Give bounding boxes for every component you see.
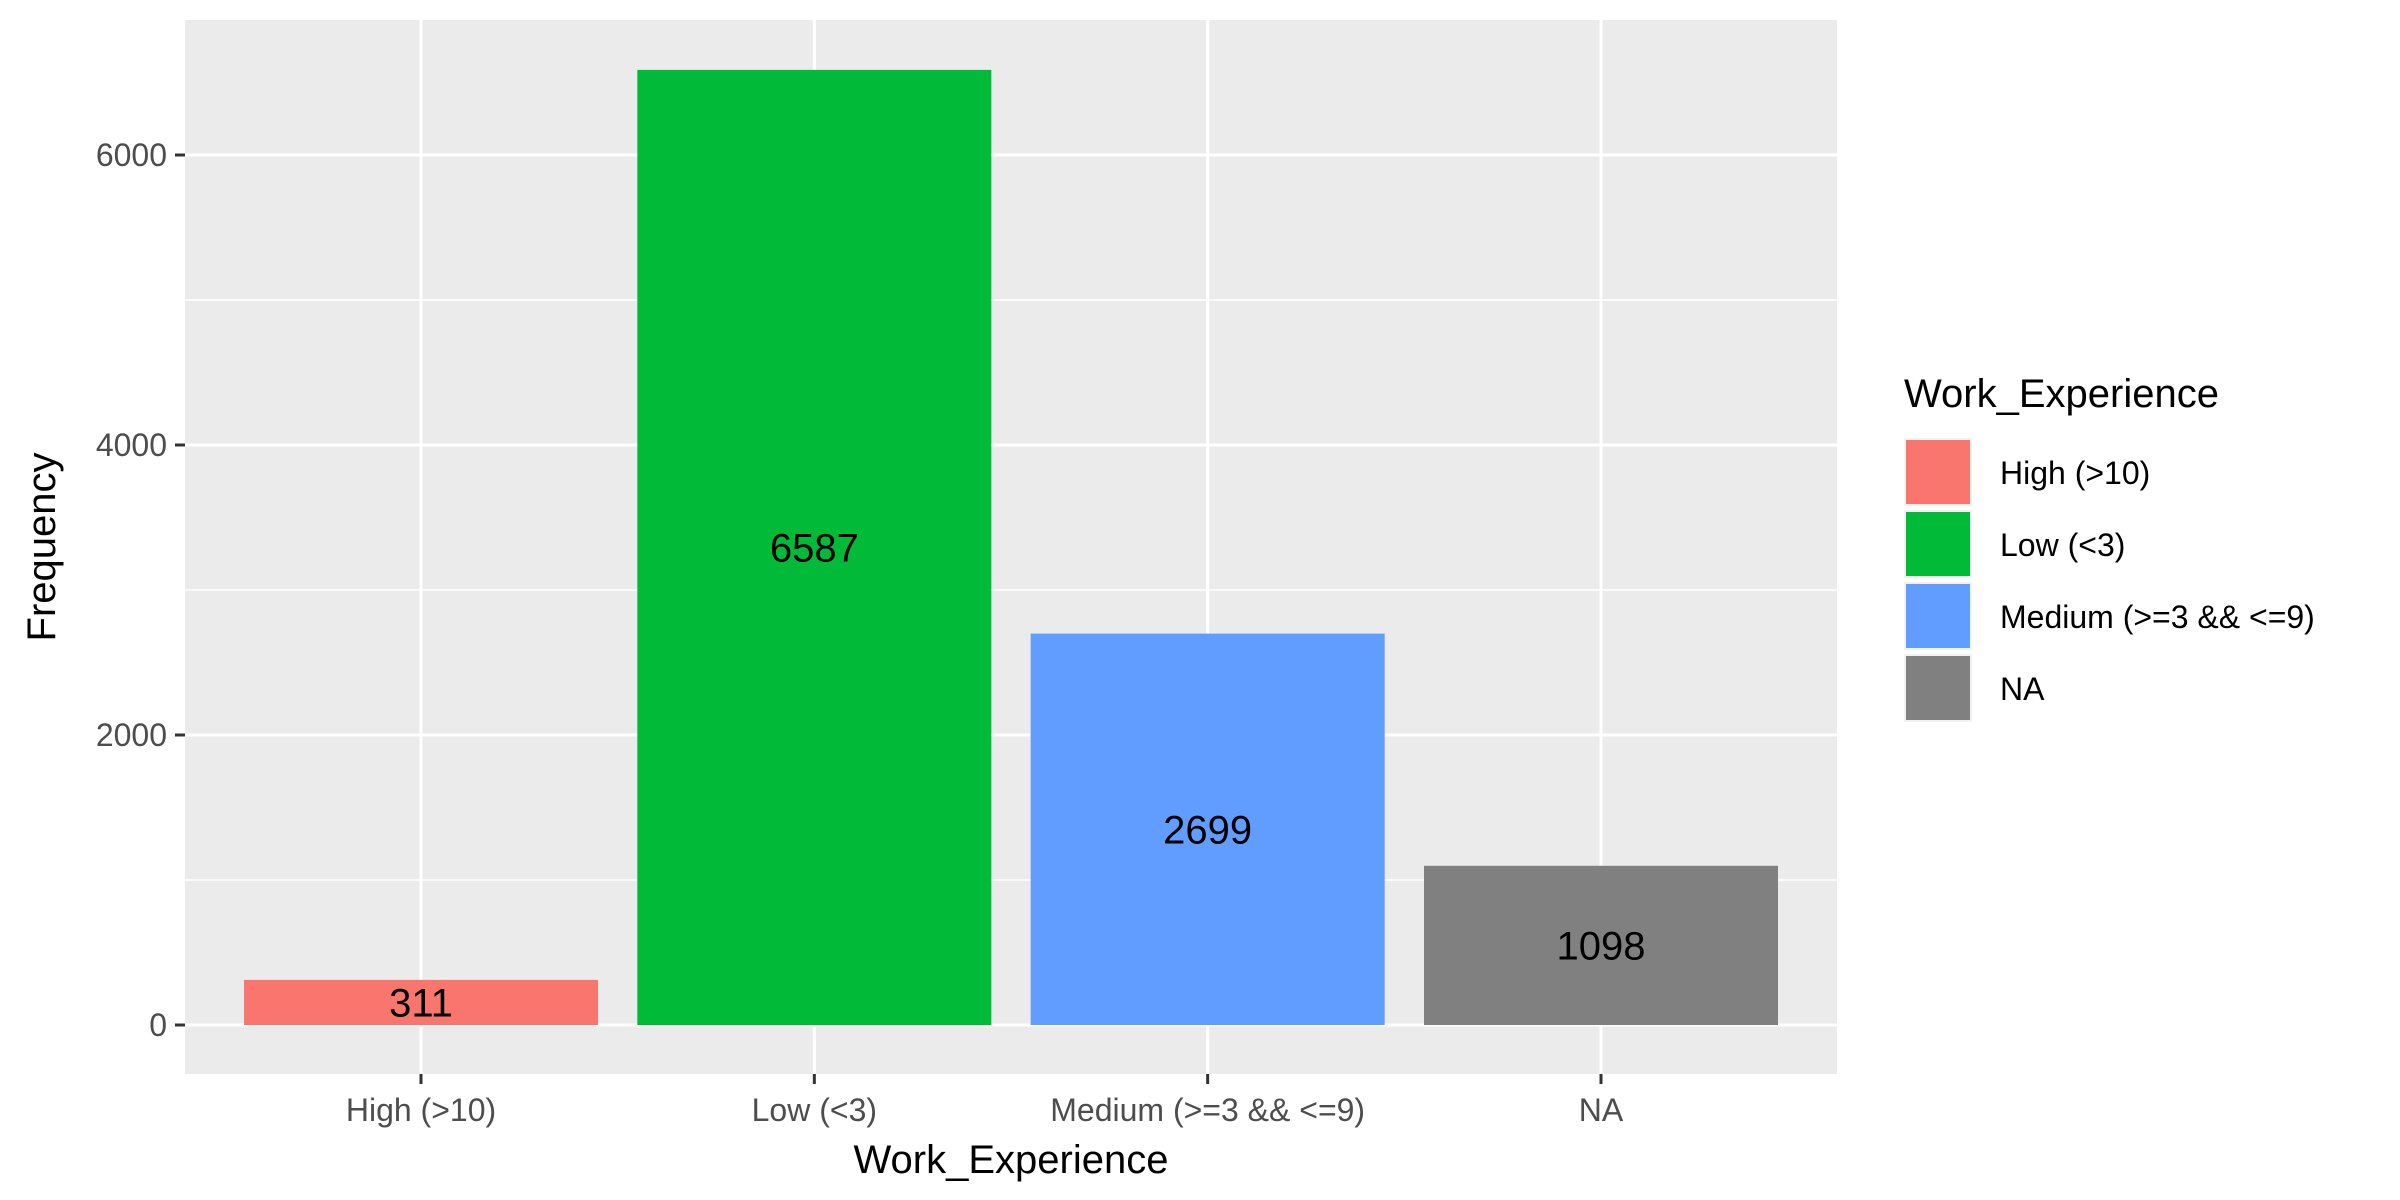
- x-tick-label: Medium (>=3 && <=9): [1050, 1092, 1365, 1128]
- y-axis: 0 2000 4000 6000: [96, 137, 185, 1043]
- legend-swatch: [1906, 512, 1970, 576]
- bars: [244, 69, 1778, 1025]
- legend-label: Medium (>=3 && <=9): [2000, 599, 2315, 635]
- bar: [1424, 865, 1778, 1025]
- legend-title: Work_Experience: [1904, 372, 2219, 416]
- y-tick-label: 2000: [96, 717, 167, 753]
- bar-value-label: 2699: [1163, 808, 1252, 852]
- legend-label: Low (<3): [2000, 527, 2125, 563]
- x-axis: High (>10) Low (<3) Medium (>=3 && <=9) NA: [346, 1074, 1624, 1128]
- legend: Work_Experience High (>10) Low (<3) Medium…: [1904, 372, 2315, 722]
- legend-swatch: [1906, 584, 1970, 648]
- x-tick-label: NA: [1579, 1092, 1624, 1128]
- legend-label: High (>10): [2000, 455, 2150, 491]
- x-tick-label: High (>10): [346, 1092, 496, 1128]
- y-tick-label: 6000: [96, 137, 167, 173]
- x-axis-title: Work_Experience: [854, 1138, 1169, 1182]
- legend-label: NA: [2000, 671, 2045, 707]
- bar: [244, 979, 598, 1025]
- y-axis-title: Frequency: [20, 453, 64, 642]
- bar-value-label: 311: [389, 981, 453, 1025]
- y-tick-label: 0: [149, 1007, 167, 1043]
- y-tick-label: 4000: [96, 427, 167, 463]
- legend-swatch: [1906, 440, 1970, 504]
- bar-value-labels: 311 6587 2699 1098: [389, 526, 1645, 1025]
- bar-value-label: 1098: [1557, 924, 1646, 968]
- bar: [637, 69, 992, 1025]
- x-tick-label: Low (<3): [752, 1092, 877, 1128]
- bar: [1030, 633, 1385, 1025]
- bar-value-label: 6587: [770, 526, 859, 570]
- legend-swatch: [1906, 656, 1970, 720]
